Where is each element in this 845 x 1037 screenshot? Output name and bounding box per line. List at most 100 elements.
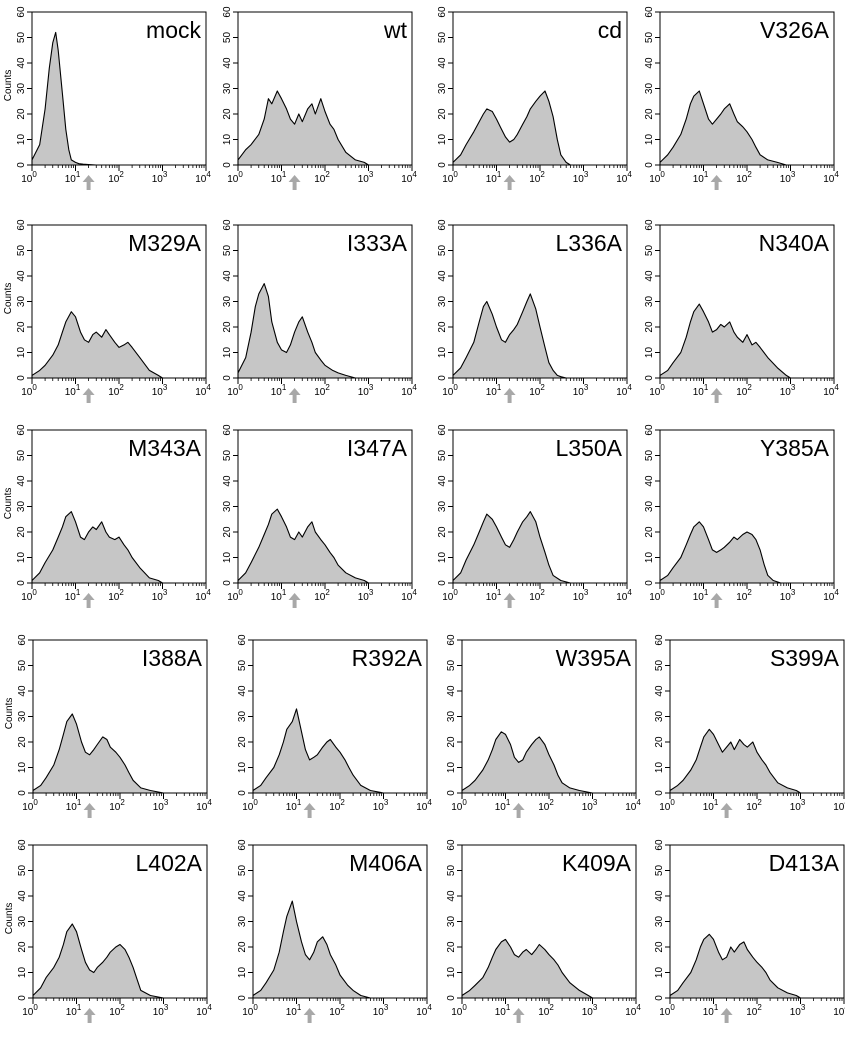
y-tick-label: 20 xyxy=(222,321,233,333)
y-tick-label: 40 xyxy=(222,270,233,282)
threshold-arrow-icon xyxy=(288,593,301,608)
y-tick-label: 60 xyxy=(17,634,28,646)
x-tick-label: 104 xyxy=(823,383,839,398)
y-tick-label: 10 xyxy=(644,347,655,359)
threshold-arrow-icon xyxy=(720,1008,733,1023)
x-tick-label: 103 xyxy=(573,383,589,398)
y-tick-label: 60 xyxy=(16,424,27,436)
y-tick-label: 20 xyxy=(654,736,665,748)
y-tick-label: 20 xyxy=(237,736,248,748)
x-tick-label: 101 xyxy=(693,170,709,185)
y-tick-label: 30 xyxy=(222,296,233,308)
histogram-panel: R392A 100 101 102 103 104 0 10 20 30 40 50 60 xyxy=(237,634,432,818)
x-tick-label: 103 xyxy=(582,1003,598,1018)
y-tick-label: 40 xyxy=(16,475,27,487)
y-tick-label: 0 xyxy=(222,580,233,586)
y-tick-label: 40 xyxy=(437,57,448,69)
y-tick-label: 50 xyxy=(644,32,655,44)
y-tick-label: 20 xyxy=(644,526,655,538)
panel-title: R392A xyxy=(352,645,423,671)
x-tick-label: 101 xyxy=(271,170,287,185)
x-tick-label: 100 xyxy=(227,588,243,603)
x-tick-label: 102 xyxy=(314,170,330,185)
y-axis-label: Counts xyxy=(3,70,14,102)
threshold-arrow-icon xyxy=(82,388,95,403)
y-tick-label: 10 xyxy=(644,552,655,564)
y-tick-label: 50 xyxy=(437,245,448,257)
histogram-panel: Y385A 100 101 102 103 104 0 10 20 30 40 50 60 xyxy=(644,424,839,608)
y-axis-label: Counts xyxy=(3,283,14,315)
histogram-area xyxy=(31,311,207,379)
y-tick-label: 30 xyxy=(222,501,233,513)
y-axis-label: Counts xyxy=(3,488,14,520)
histogram-area xyxy=(32,923,208,999)
x-tick-label: 104 xyxy=(833,798,845,813)
x-tick-label: 102 xyxy=(529,383,545,398)
threshold-arrow-icon xyxy=(503,593,516,608)
x-tick-label: 104 xyxy=(401,170,417,185)
x-tick-label: 100 xyxy=(22,798,38,813)
y-tick-label: 10 xyxy=(16,552,27,564)
y-tick-label: 20 xyxy=(654,941,665,953)
y-tick-label: 40 xyxy=(222,475,233,487)
y-tick-label: 0 xyxy=(446,995,457,1001)
y-tick-label: 0 xyxy=(17,995,28,1001)
y-tick-label: 30 xyxy=(644,501,655,513)
y-tick-label: 20 xyxy=(446,736,457,748)
y-axis-label: Counts xyxy=(4,903,15,935)
y-tick-label: 30 xyxy=(17,711,28,723)
threshold-arrow-icon xyxy=(83,1008,96,1023)
x-tick-label: 101 xyxy=(486,588,502,603)
y-tick-label: 60 xyxy=(644,219,655,231)
panel-title: N340A xyxy=(759,230,830,256)
x-tick-label: 103 xyxy=(152,588,168,603)
x-tick-label: 100 xyxy=(442,588,458,603)
histogram-panel: M329A 100 101 102 103 104 0 10 20 30 40 50 60 Counts xyxy=(3,219,211,403)
x-tick-label: 103 xyxy=(373,1003,389,1018)
y-tick-label: 0 xyxy=(237,995,248,1001)
panel-title: cd xyxy=(598,17,622,43)
x-tick-label: 102 xyxy=(746,1003,762,1018)
y-tick-label: 50 xyxy=(446,865,457,877)
x-tick-label: 104 xyxy=(625,1003,641,1018)
y-tick-label: 60 xyxy=(16,219,27,231)
x-tick-label: 100 xyxy=(451,798,467,813)
x-tick-label: 100 xyxy=(659,1003,675,1018)
histogram-area xyxy=(237,90,413,166)
panel-title: mock xyxy=(146,17,201,43)
x-tick-label: 102 xyxy=(109,798,125,813)
x-tick-label: 102 xyxy=(736,383,752,398)
y-tick-label: 20 xyxy=(437,321,448,333)
y-tick-label: 30 xyxy=(16,83,27,95)
y-tick-label: 50 xyxy=(17,865,28,877)
y-tick-label: 50 xyxy=(17,660,28,672)
y-tick-label: 30 xyxy=(237,916,248,928)
histogram-area xyxy=(31,31,207,166)
y-tick-label: 50 xyxy=(237,660,248,672)
histogram-area xyxy=(659,303,835,379)
x-tick-label: 101 xyxy=(66,798,82,813)
panel-title: M406A xyxy=(349,850,423,876)
histogram-area xyxy=(461,731,637,794)
x-tick-label: 103 xyxy=(152,383,168,398)
y-tick-label: 30 xyxy=(644,296,655,308)
y-tick-label: 10 xyxy=(654,762,665,774)
x-tick-label: 103 xyxy=(358,170,374,185)
y-tick-label: 30 xyxy=(222,83,233,95)
y-tick-label: 30 xyxy=(437,501,448,513)
x-tick-label: 100 xyxy=(649,170,665,185)
y-tick-label: 50 xyxy=(654,660,665,672)
y-tick-label: 20 xyxy=(16,108,27,120)
panel-title: I333A xyxy=(347,230,408,256)
histogram-panel: wt 100 101 102 103 104 0 10 20 30 40 50 60 xyxy=(222,6,417,190)
histogram-area xyxy=(452,511,628,584)
y-tick-label: 60 xyxy=(237,839,248,851)
x-tick-label: 103 xyxy=(573,588,589,603)
panel-title: V326A xyxy=(760,17,830,43)
y-tick-label: 30 xyxy=(237,711,248,723)
y-tick-label: 30 xyxy=(437,296,448,308)
x-tick-label: 102 xyxy=(329,1003,345,1018)
y-tick-label: 60 xyxy=(437,219,448,231)
y-tick-label: 50 xyxy=(16,450,27,462)
